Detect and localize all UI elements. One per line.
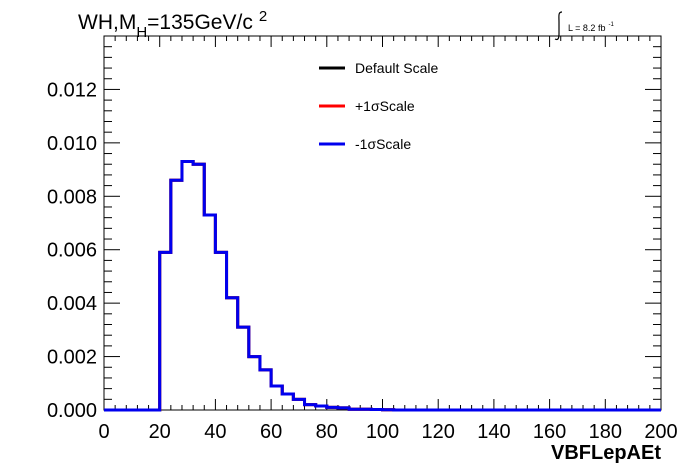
y-tick-label: 0.012 — [47, 79, 97, 101]
x-axis-ticks: 0 20 40 60 80 100 120 140 160 180 200 — [98, 36, 678, 443]
legend-label: Default Scale — [355, 60, 438, 76]
x-tick-label: 60 — [260, 421, 282, 443]
series-layer — [104, 160, 661, 412]
x-axis-label: VBFLepAEt — [551, 442, 661, 464]
x-tick-label: 160 — [533, 421, 566, 443]
x-tick-label: 40 — [204, 421, 226, 443]
y-tick-label: 0.006 — [47, 240, 97, 262]
x-tick-label: 0 — [98, 421, 109, 443]
x-tick-label: 20 — [149, 421, 171, 443]
title-subscript: H — [136, 24, 147, 41]
x-tick-label: 180 — [589, 421, 622, 443]
x-tick-label: 100 — [366, 421, 399, 443]
series-2-histogram — [104, 160, 661, 412]
x-tick-label: 140 — [477, 421, 510, 443]
series-3-histogram — [104, 160, 661, 412]
x-tick-label: 120 — [422, 421, 455, 443]
title-rest: =135GeV/c — [147, 11, 253, 34]
legend: Default Scale +1σScale -1σScale — [319, 60, 438, 152]
plot-frame — [103, 35, 662, 411]
series-1-histogram — [104, 160, 661, 412]
svg-text:L = 8.2 fb-1: L = 8.2 fb -1 — [568, 22, 614, 33]
y-tick-label: 0.000 — [47, 400, 97, 422]
y-tick-label: 0.010 — [47, 133, 97, 155]
luminosity-label: L = 8.2 fb -1 — [554, 11, 614, 41]
integral-sign-icon — [554, 11, 563, 41]
x-tick-label: 200 — [644, 421, 677, 443]
luminosity-superscript: -1 — [608, 22, 614, 28]
y-tick-label: 0.008 — [47, 186, 97, 208]
y-axis-ticks: 0.000 0.002 0.004 0.006 0.008 0.010 0.012 — [47, 35, 661, 422]
x-tick-label: 80 — [316, 421, 338, 443]
luminosity-text: L = 8.2 fb — [568, 23, 605, 33]
legend-label: +1σScale — [355, 98, 415, 114]
legend-label: -1σScale — [355, 136, 411, 152]
title-main: WH,M — [78, 11, 136, 34]
title-superscript: 2 — [259, 8, 267, 25]
chart-title: WH,MH=135GeV/c 2 — [78, 8, 267, 41]
y-tick-label: 0.004 — [47, 293, 97, 315]
y-tick-label: 0.002 — [47, 347, 97, 369]
